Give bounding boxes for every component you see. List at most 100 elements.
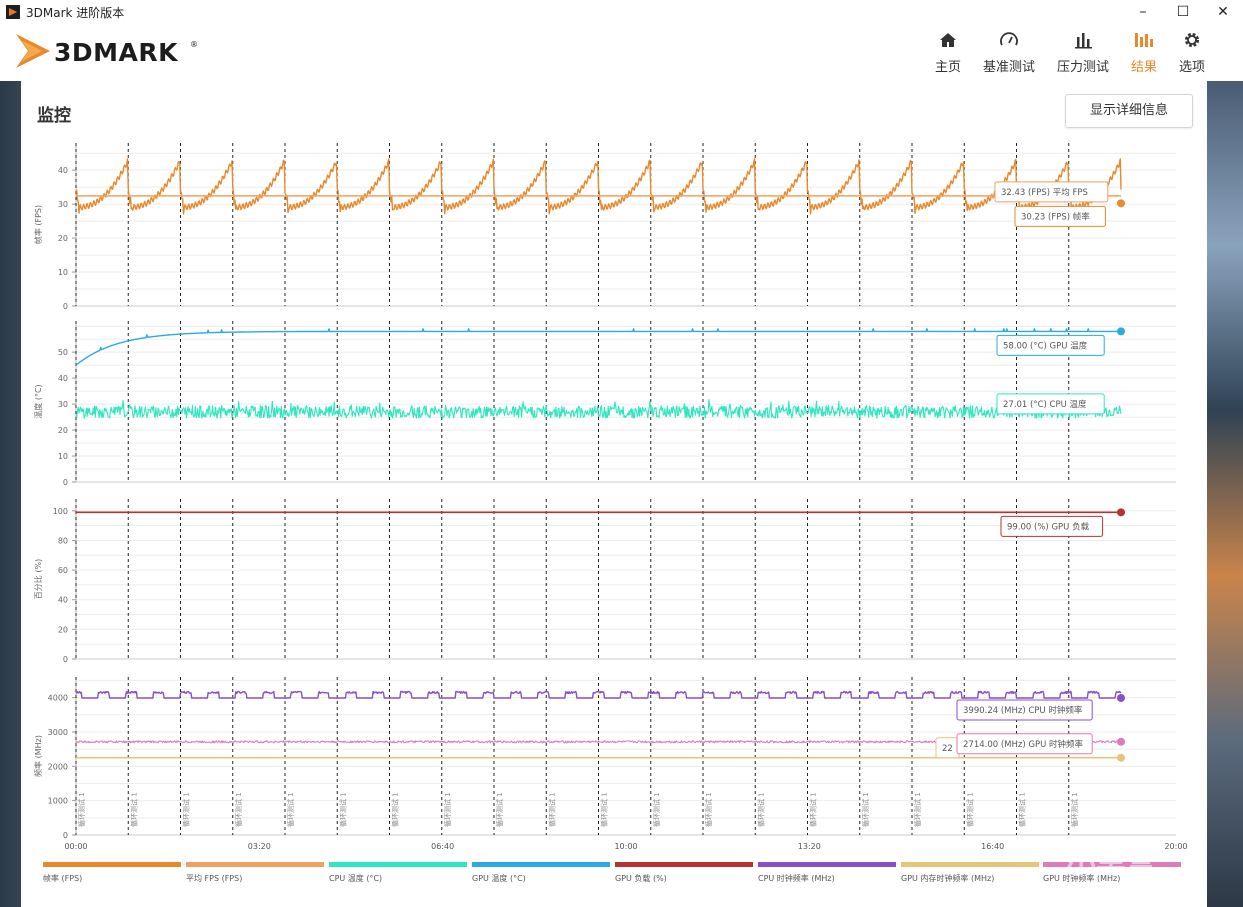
nav-results-label: 结果 [1130,60,1157,75]
annotation-fps-box [1014,205,1106,227]
legend-item-gpu-clock[interactable]: GPU 时钟频率 (MHz) [1043,862,1181,884]
loop-marker-label: 循环测试 1 [182,792,191,827]
fps-line [76,158,1122,215]
chart-legend: 帧率 (FPS) 平均 FPS (FPS) CPU 温度 (°C) GPU 温度… [43,862,1203,892]
logo-mark-icon [16,34,50,68]
home-icon [940,33,956,47]
loop-marker-label: 循环测试 1 [600,792,609,827]
gpu-temp-line [75,328,1122,366]
legend-item-cpu-temp[interactable]: CPU 温度 (°C) [329,862,467,884]
nav-options[interactable]: 选项 [1174,30,1210,78]
y-tick-label: 2000 [48,762,68,771]
y-tick-label: 40 [58,596,68,605]
x-tick-label: 16:40 [981,842,1004,851]
annotation-gpu-temp: 58.00 (°C) GPU 温度 [1003,340,1088,351]
gpu-clock-end-dot [1117,737,1125,746]
maximize-button[interactable]: ☐ [1176,4,1190,20]
y-tick-label: 40 [58,166,68,175]
legend-item-gpu-mem-clock[interactable]: GPU 内存时钟频率 (MHz) [901,862,1039,884]
legend-item-gpu-temp[interactable]: GPU 温度 (°C) [472,862,610,884]
page-title: 监控 [37,106,71,126]
y-tick-label: 50 [58,348,68,357]
monitoring-panel: 监控 显示详细信息 0 10 20 30 40 帧率 (FPS) 32.43 (FPS) 平… [21,81,1207,907]
legend-item-cpu-clock[interactable]: CPU 时钟频率 (MHz) [758,862,896,884]
loop-marker-label: 循环测试 1 [809,792,818,827]
loop-marker-label: 循环测试 1 [234,792,243,827]
window-title: 3DMark 进阶版本 [26,6,125,20]
loop-marker-label: 循环测试 1 [547,792,556,827]
x-tick-label: 06:40 [431,842,454,851]
gpu-load-end-dot [1117,508,1125,517]
loop-marker-label: 循环测试 1 [704,792,713,827]
chart-panel-0: 0 10 20 30 40 帧率 (FPS) 32.43 (FPS) 平均 FPS 30.23… [33,143,1176,311]
y-tick-label: 60 [58,566,68,575]
y-tick-label: 40 [58,374,68,383]
annotation-cpu-temp: 27.01 (°C) CPU 温度 [1003,399,1087,410]
loop-marker-label: 循环测试 1 [286,792,295,827]
nav-stress-tests[interactable]: 压力测试 [1054,30,1112,78]
x-tick-label: 00:00 [64,842,87,851]
x-tick-label: 13:20 [798,842,821,851]
y-tick-label: 30 [58,200,68,209]
gear-icon [1184,32,1200,48]
app-header: 3DMARK ® 主页 基准测试 压力测试 结果 [0,24,1243,81]
window-titlebar: 3DMark 进阶版本 – ☐ ✕ [0,0,1243,24]
loop-marker-label: 循环测试 1 [77,792,86,827]
y-tick-label: 4000 [48,694,68,703]
loop-marker-label: 循环测试 1 [129,792,138,827]
nav-benchmarks[interactable]: 基准测试 [980,30,1038,78]
y-tick-label: 0 [63,655,68,664]
monitoring-chart: 0 10 20 30 40 帧率 (FPS) 32.43 (FPS) 平均 FPS 30.23… [33,143,1188,851]
nav-stress-tests-label: 压力测试 [1056,60,1109,75]
y-axis-label: 百分比 (%) [33,559,43,599]
y-axis-label: 温度 (°C) [33,384,43,418]
y-tick-label: 0 [63,478,68,487]
annotation-avg-fps-box [994,181,1109,203]
legend-item-fps[interactable]: 帧率 (FPS) [43,862,181,884]
x-tick-label: 20:00 [1164,842,1187,851]
annotation-gpu-load: 99.00 (%) GPU 负载 [1007,521,1090,532]
logo-text: 3DMARK [54,38,178,67]
nav-home[interactable]: 主页 [930,30,966,78]
y-axis-label: 频率 (MHz) [33,735,43,777]
legend-item-gpu-load[interactable]: GPU 负载 (%) [615,862,753,884]
cpu-clock-end-dot [1117,693,1125,702]
y-tick-label: 20 [58,625,68,634]
loop-marker-label: 循环测试 1 [1018,792,1027,827]
cpu-clock-line [75,690,1122,699]
results-icon [1135,33,1153,47]
y-tick-label: 0 [63,302,68,311]
y-axis-label: 帧率 (FPS) [33,205,43,244]
annotation-gpu-temp-box [996,334,1105,356]
loop-marker-label: 循环测试 1 [443,792,452,827]
bar-chart-icon [1075,33,1092,49]
loop-marker-label: 循环测试 1 [338,792,347,827]
nav-benchmarks-label: 基准测试 [982,60,1035,75]
annotation-gpu-clock: 2714.00 (MHz) GPU 时钟频率 [963,739,1084,750]
legend-item-avg-fps[interactable]: 平均 FPS (FPS) [186,862,324,884]
annotation-cpu-clock: 3990.24 (MHz) CPU 时钟频率 [963,705,1083,716]
y-tick-label: 100 [53,507,68,516]
registered-mark: ® [190,40,198,49]
annotation-gpu-clock-box [956,733,1093,755]
y-tick-label: 0 [63,831,68,840]
minimize-button[interactable]: – [1139,4,1147,20]
fps-end-dot [1117,199,1125,208]
show-details-button[interactable]: 显示详细信息 [1065,94,1193,128]
y-tick-label: 1000 [48,797,68,806]
background-art-right [1203,80,1243,907]
y-tick-label: 20 [58,234,68,243]
chart-panel-2: 0 20 40 60 80 100 百分比 (%) 99.00 (%) GPU 负载 [33,499,1176,664]
annotation-fps: 30.23 (FPS) 帧率 [1021,211,1090,222]
loop-marker-label: 循环测试 1 [391,792,400,827]
chart-panel-1: 0 10 20 30 40 50 温度 (°C) 58.00 (°C) GPU 温度 27.01… [33,321,1176,487]
loop-marker-label: 循环测试 1 [965,792,974,827]
loop-marker-label: 循环测试 1 [861,792,870,827]
close-button[interactable]: ✕ [1217,4,1229,20]
y-tick-label: 10 [58,452,68,461]
annotation-gpu-mem-clock: 22 [942,744,953,754]
3dmark-logo[interactable]: 3DMARK ® [16,30,198,74]
loop-marker-label: 循环测试 1 [1070,792,1079,827]
app-icon [6,5,20,19]
nav-results[interactable]: 结果 [1126,30,1162,78]
